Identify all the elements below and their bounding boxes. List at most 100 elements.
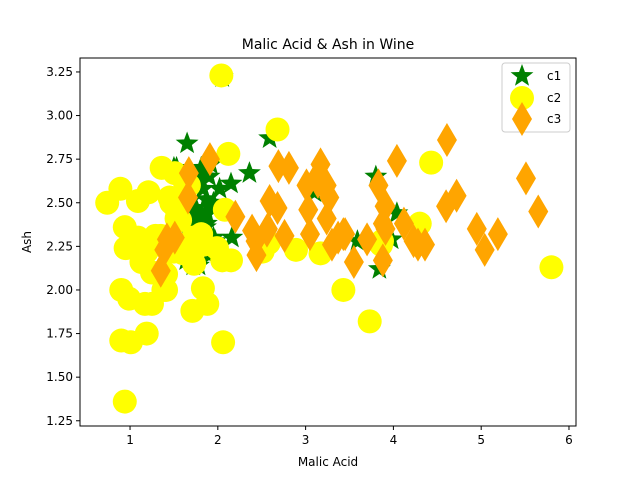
point-c2 — [164, 206, 189, 231]
point-c2 — [331, 277, 356, 302]
point-c2 — [109, 328, 134, 353]
point-c1 — [219, 171, 243, 194]
data-layer — [95, 63, 564, 414]
point-c2 — [190, 276, 215, 301]
point-c3 — [474, 232, 495, 267]
point-c1 — [175, 131, 199, 154]
point-c3 — [386, 143, 407, 178]
point-c1 — [195, 187, 218, 209]
point-c3 — [267, 190, 288, 225]
series-c3 — [150, 122, 549, 288]
point-c3 — [225, 199, 246, 234]
y-axis-label: Ash — [20, 231, 34, 253]
point-c2 — [283, 237, 308, 262]
x-tick-label: 3 — [302, 433, 310, 447]
point-c1 — [189, 155, 213, 178]
point-c3 — [436, 122, 457, 157]
point-c2 — [539, 255, 564, 280]
legend-marker-c1 — [510, 64, 534, 86]
point-c3 — [178, 156, 199, 191]
point-c3 — [515, 161, 536, 196]
point-c2 — [180, 298, 205, 323]
y-tick-label: 3.25 — [46, 65, 73, 79]
y-tick-label: 1.75 — [46, 327, 73, 341]
point-c2 — [419, 150, 444, 175]
legend-label-c2: c2 — [547, 91, 561, 105]
point-c3 — [257, 211, 278, 246]
point-c1 — [191, 176, 215, 199]
plot-frame — [79, 57, 577, 427]
point-c3 — [375, 211, 396, 246]
point-c3 — [156, 222, 177, 257]
point-c2 — [134, 239, 159, 264]
point-c1 — [202, 190, 225, 213]
point-c1 — [385, 201, 409, 223]
point-c3 — [298, 192, 319, 227]
legend-marker-c3 — [512, 102, 532, 136]
point-c3 — [177, 180, 198, 215]
point-c3 — [278, 150, 299, 185]
y-tick-label: 2.75 — [46, 152, 73, 166]
point-c3 — [415, 227, 436, 262]
point-c2 — [218, 248, 243, 273]
point-c1 — [220, 225, 244, 248]
legend-marker-c1 — [510, 64, 534, 86]
point-c1 — [238, 161, 261, 183]
point-c1 — [194, 202, 217, 225]
point-c3 — [446, 178, 467, 213]
point-c2 — [211, 330, 236, 355]
x-tick-label: 4 — [390, 433, 398, 447]
y-axis: 1.25 1.50 1.75 2.00 2.25 2.50 2.75 3.00 3.25 — [46, 65, 80, 428]
point-c3 — [487, 217, 508, 252]
legend-marker-c2 — [510, 86, 534, 110]
x-tick-label: 1 — [126, 433, 134, 447]
legend-label-c3: c3 — [547, 112, 561, 126]
point-c2 — [112, 389, 137, 414]
x-tick-label: 6 — [565, 433, 573, 447]
point-c3 — [335, 217, 356, 252]
point-c2 — [125, 189, 150, 214]
y-tick-label: 2.25 — [46, 239, 73, 253]
y-tick-label: 1.50 — [46, 370, 73, 384]
point-c1 — [208, 176, 231, 199]
point-c3 — [466, 211, 487, 246]
point-c2 — [191, 232, 216, 257]
legend-label-c1: c1 — [547, 69, 561, 83]
point-c2 — [108, 176, 133, 201]
point-c3 — [150, 253, 171, 288]
point-c3 — [199, 142, 220, 177]
point-c1 — [346, 229, 369, 251]
point-c2 — [357, 309, 382, 334]
point-c2 — [151, 277, 176, 302]
y-tick-label: 3.00 — [46, 109, 73, 123]
point-c3 — [300, 217, 321, 252]
point-c2 — [161, 187, 186, 212]
point-c2 — [209, 63, 234, 88]
legend-marker-c3 — [512, 102, 532, 136]
point-c1 — [202, 225, 225, 248]
point-c1 — [188, 164, 212, 187]
point-c3 — [375, 189, 396, 224]
y-tick-label: 2.00 — [46, 283, 73, 297]
point-c2 — [134, 321, 159, 346]
x-tick-label: 2 — [214, 433, 222, 447]
point-c3 — [242, 213, 263, 248]
point-c2 — [265, 117, 290, 142]
legend: c1 c2 c3 — [501, 62, 571, 136]
point-c3 — [372, 243, 393, 278]
point-c2 — [113, 236, 138, 261]
y-tick-label: 2.50 — [46, 196, 73, 210]
x-axis-label: Malic Acid — [298, 455, 358, 469]
x-axis: 1 2 3 4 5 6 — [126, 426, 573, 447]
point-c3 — [343, 245, 364, 280]
y-tick-label: 1.25 — [46, 414, 73, 428]
point-c3 — [528, 194, 549, 229]
legend-marker-c2 — [510, 86, 534, 110]
point-c3 — [274, 218, 295, 253]
point-c3 — [357, 222, 378, 257]
point-c1 — [197, 164, 221, 187]
point-c3 — [314, 170, 335, 205]
point-c2 — [216, 141, 241, 166]
x-tick-label: 5 — [477, 433, 485, 447]
